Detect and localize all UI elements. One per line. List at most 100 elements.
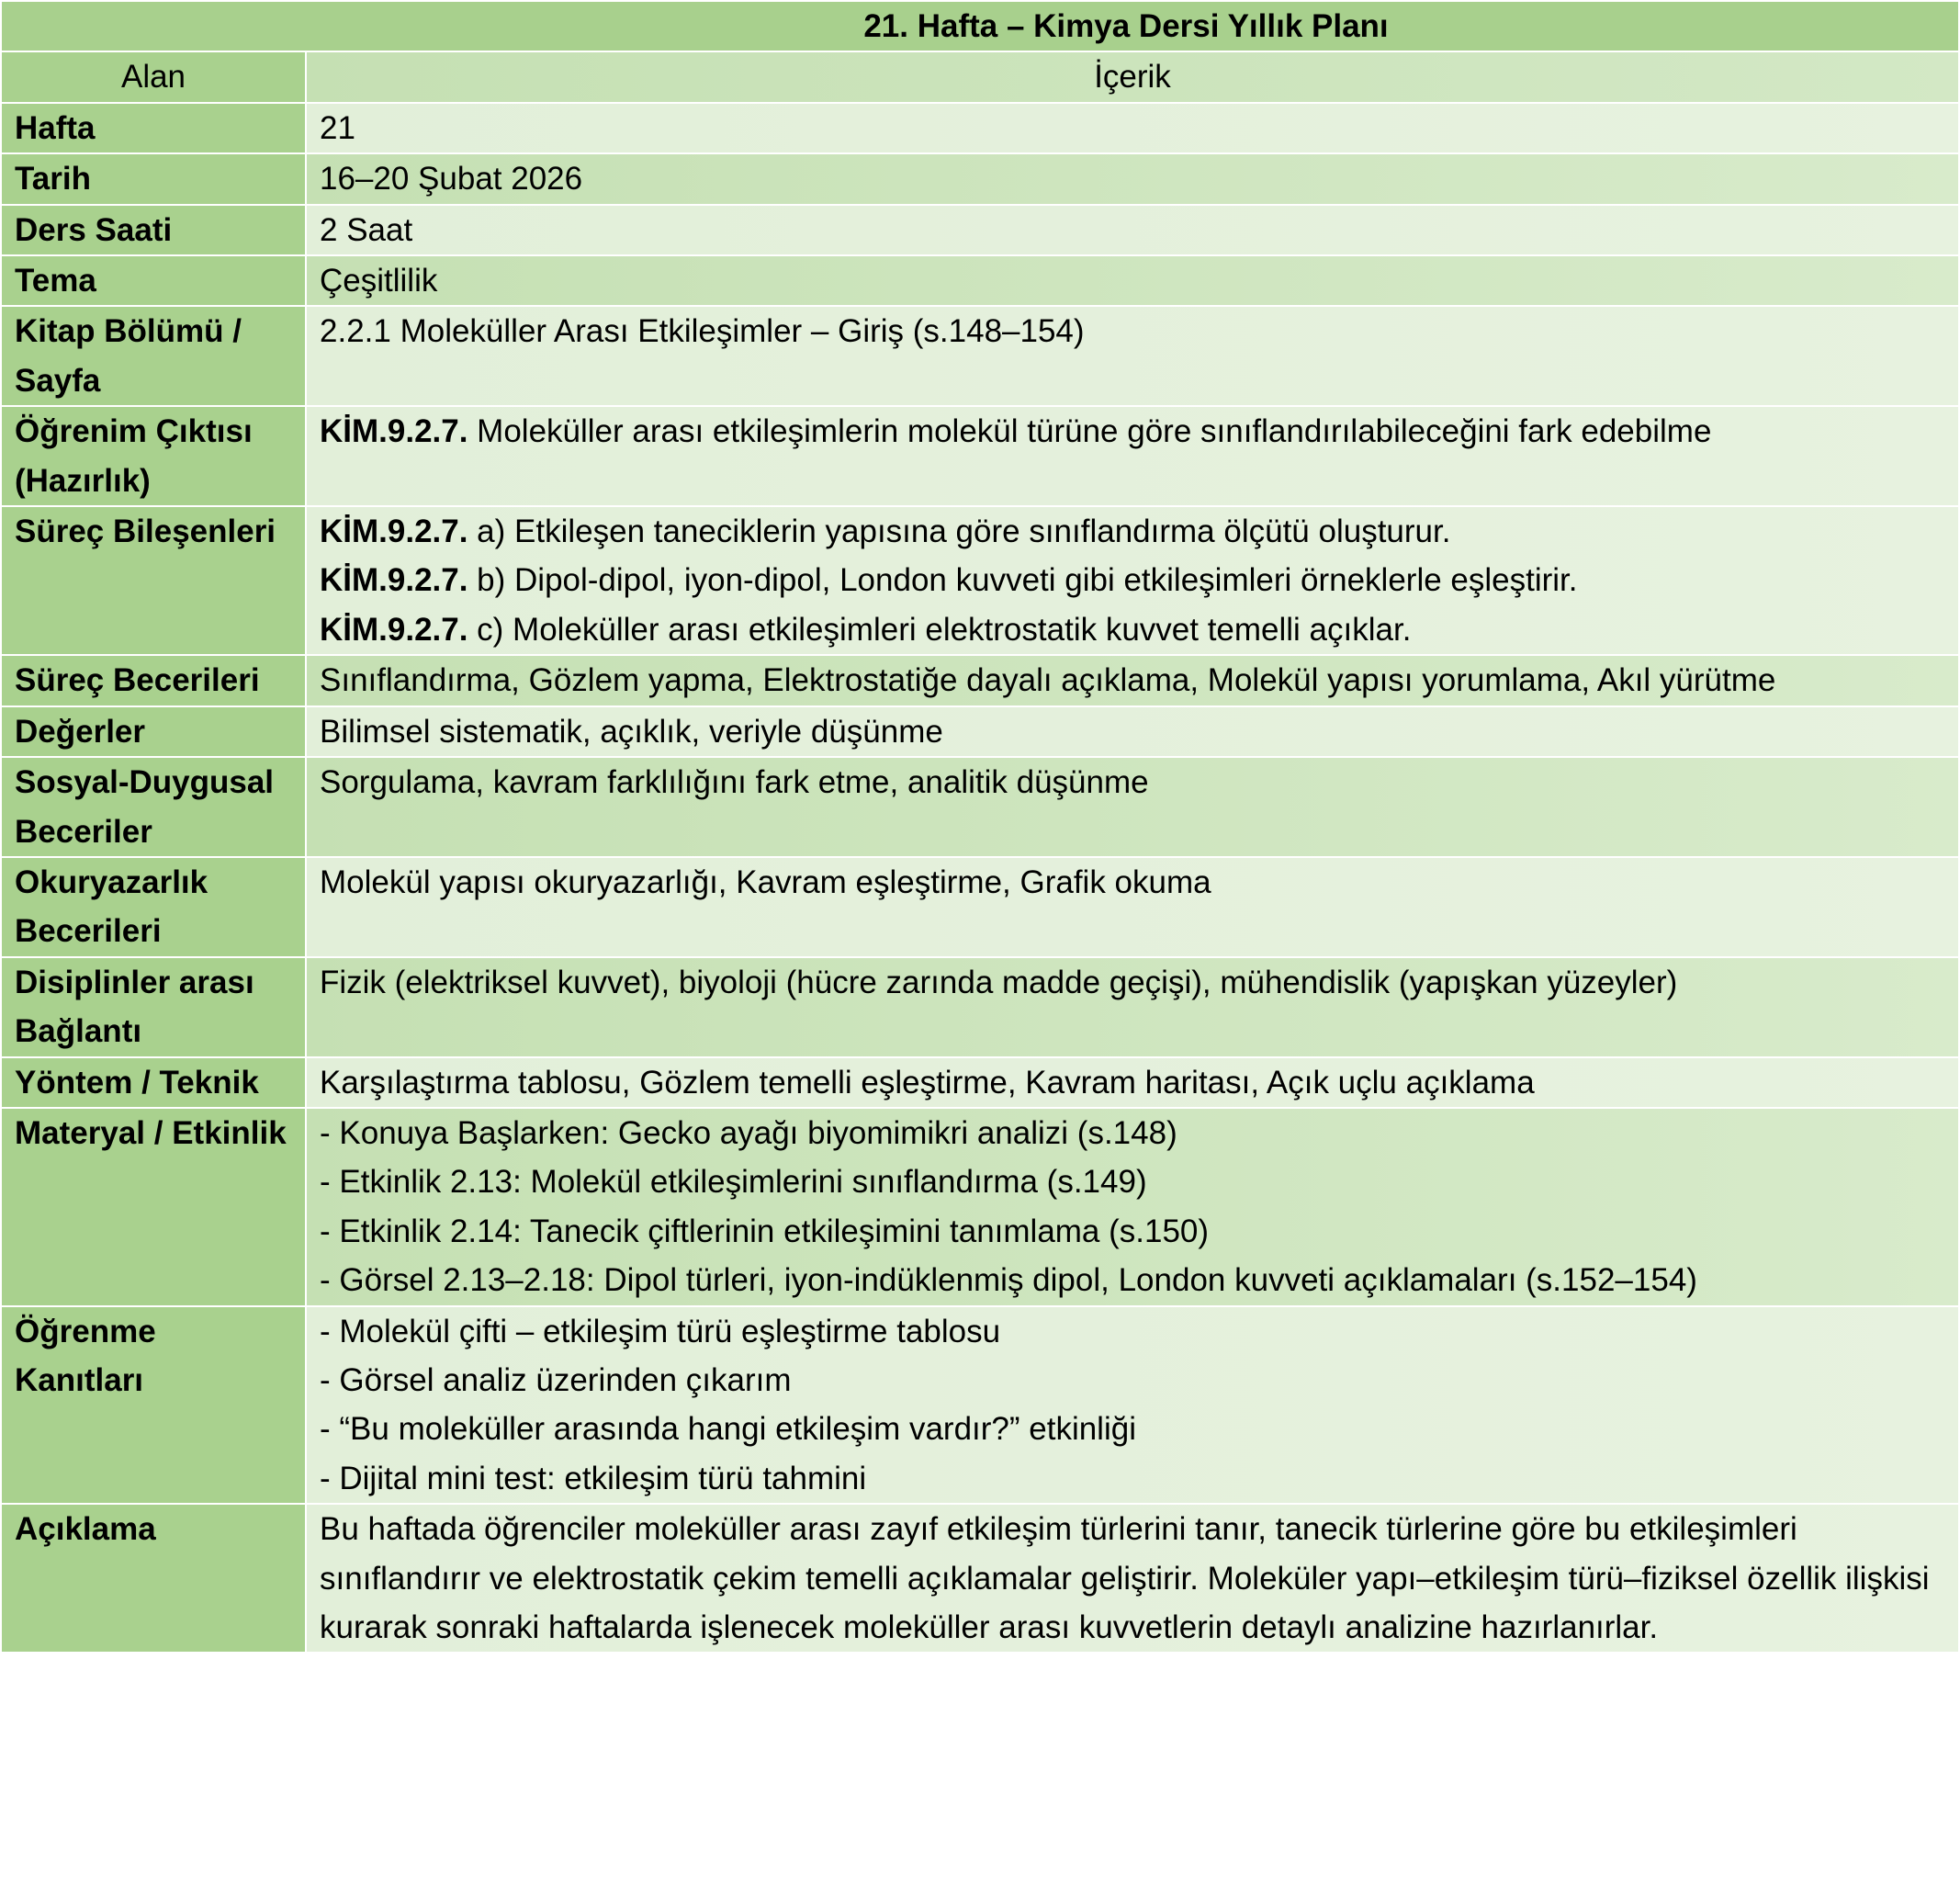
row-content: KİM.9.2.7. a) Etkileşen taneciklerin yap…	[305, 505, 1960, 657]
table-row: Değerler Bilimsel sistematik, açıklık, ve…	[0, 705, 1960, 759]
content-text: - Görsel analiz üzerinden çıkarım	[320, 1361, 792, 1398]
content-line: - “Bu moleküller arasında hangi etkileşi…	[320, 1405, 1945, 1453]
content-text: 2.2.1 Moleküller Arası Etkileşimler – Gi…	[320, 313, 1085, 350]
row-label: Süreç Bileşenleri	[0, 505, 307, 657]
content-text: - Dijital mini test: etkileşim türü tahm…	[320, 1460, 867, 1496]
content-line: KİM.9.2.7. Moleküller arası etkileşimler…	[320, 407, 1945, 456]
row-label: Kitap Bölümü / Sayfa	[0, 305, 307, 408]
content-line: Çeşitlilik	[320, 256, 1945, 305]
content-line: 2.2.1 Moleküller Arası Etkileşimler – Gi…	[320, 307, 1945, 356]
row-content: Karşılaştırma tablosu, Gözlem temelli eş…	[305, 1055, 1960, 1109]
table-row: Süreç Bileşenleri KİM.9.2.7. a) Etkileşen…	[0, 505, 1960, 657]
outcome-code: KİM.9.2.7.	[320, 562, 468, 599]
content-text: - Molekül çifti – etkileşim türü eşleşti…	[320, 1313, 1001, 1349]
outcome-code: KİM.9.2.7.	[320, 514, 468, 550]
row-content: 21	[305, 101, 1960, 155]
column-header-icerik: İçerik	[305, 51, 1960, 104]
content-line: 2 Saat	[320, 206, 1945, 254]
content-text: 2 Saat	[320, 211, 413, 248]
content-text: Bu haftada öğrenciler moleküller arası z…	[320, 1511, 1930, 1645]
content-line: KİM.9.2.7. a) Etkileşen taneciklerin yap…	[320, 507, 1945, 556]
row-label: Öğrenim Çıktısı (Hazırlık)	[0, 405, 307, 508]
content-line: Bu haftada öğrenciler moleküller arası z…	[320, 1505, 1945, 1652]
table-row: Materyal / Etkinlik - Konuya Başlarken: G…	[0, 1106, 1960, 1307]
content-line: - Molekül çifti – etkileşim türü eşleşti…	[320, 1307, 1945, 1356]
row-label: Öğrenme Kanıtları	[0, 1304, 307, 1506]
content-text: - “Bu moleküller arasında hangi etkileşi…	[320, 1411, 1136, 1448]
content-text: Sorgulama, kavram farklılığını fark etme…	[320, 764, 1149, 801]
row-content: KİM.9.2.7. Moleküller arası etkileşimler…	[305, 405, 1960, 508]
content-text: - Etkinlik 2.14: Tanecik çiftlerinin etk…	[320, 1213, 1210, 1249]
table-row: Hafta 21	[0, 101, 1960, 155]
content-line: - Dijital mini test: etkileşim türü tahm…	[320, 1454, 1945, 1503]
content-line: Fizik (elektriksel kuvvet), biyoloji (hü…	[320, 958, 1945, 1007]
content-line: KİM.9.2.7. b) Dipol-dipol, iyon-dipol, L…	[320, 556, 1945, 604]
table-row: Süreç Becerileri Sınıflandırma, Gözlem ya…	[0, 654, 1960, 707]
row-label: Ders Saati	[0, 203, 307, 257]
table-row: Öğrenim Çıktısı (Hazırlık) KİM.9.2.7. Mol…	[0, 405, 1960, 508]
row-label: Süreç Becerileri	[0, 654, 307, 707]
row-content: - Molekül çifti – etkileşim türü eşleşti…	[305, 1304, 1960, 1506]
row-content: 2.2.1 Moleküller Arası Etkileşimler – Gi…	[305, 305, 1960, 408]
row-content: 2 Saat	[305, 203, 1960, 257]
content-text: Bilimsel sistematik, açıklık, veriyle dü…	[320, 713, 943, 750]
table-row: Okuryazarlık Becerileri Molekül yapısı ok…	[0, 855, 1960, 958]
outcome-code: KİM.9.2.7.	[320, 413, 468, 450]
content-text: a) Etkileşen taneciklerin yapısına göre …	[467, 514, 1451, 550]
row-label: Disiplinler arası Bağlantı	[0, 955, 307, 1058]
row-content: 16–20 Şubat 2026	[305, 152, 1960, 206]
table-row: Tema Çeşitlilik	[0, 254, 1960, 308]
content-line: 16–20 Şubat 2026	[320, 154, 1945, 203]
content-text: b) Dipol-dipol, iyon-dipol, London kuvve…	[467, 562, 1578, 599]
page-title: 21. Hafta – Kimya Dersi Yıllık Planı	[0, 0, 1960, 53]
content-text: Molekül yapısı okuryazarlığı, Kavram eşl…	[320, 863, 1211, 900]
table-row: Öğrenme Kanıtları - Molekül çifti – etkil…	[0, 1304, 1960, 1506]
content-text: - Etkinlik 2.13: Molekül etkileşimlerini…	[320, 1164, 1147, 1201]
content-line: - Görsel analiz üzerinden çıkarım	[320, 1356, 1945, 1405]
row-content: Molekül yapısı okuryazarlığı, Kavram eşl…	[305, 855, 1960, 958]
table-row: Sosyal-Duygusal Beceriler Sorgulama, kavr…	[0, 756, 1960, 858]
table-row: Kitap Bölümü / Sayfa 2.2.1 Moleküller Ara…	[0, 305, 1960, 408]
content-text: Çeşitlilik	[320, 263, 438, 299]
table-row: Açıklama Bu haftada öğrenciler moleküller…	[0, 1503, 1960, 1654]
row-content: - Konuya Başlarken: Gecko ayağı biyomimi…	[305, 1106, 1960, 1307]
content-line: KİM.9.2.7. c) Moleküller arası etkileşim…	[320, 605, 1945, 654]
row-label: Tema	[0, 254, 307, 308]
row-content: Bu haftada öğrenciler moleküller arası z…	[305, 1503, 1960, 1654]
content-text: Karşılaştırma tablosu, Gözlem temelli eş…	[320, 1064, 1535, 1101]
row-label: Tarih	[0, 152, 307, 206]
column-header-alan: Alan	[0, 51, 307, 104]
title-row: 21. Hafta – Kimya Dersi Yıllık Planı	[0, 0, 1960, 53]
content-text: 21	[320, 109, 355, 146]
content-line: Karşılaştırma tablosu, Gözlem temelli eş…	[320, 1058, 1945, 1107]
content-text: Moleküller arası etkileşimlerin molekül …	[467, 413, 1712, 450]
content-line: Sınıflandırma, Gözlem yapma, Elektrostat…	[320, 656, 1945, 705]
table-row: Tarih 16–20 Şubat 2026	[0, 152, 1960, 206]
row-label: Yöntem / Teknik	[0, 1055, 307, 1109]
row-content: Sorgulama, kavram farklılığını fark etme…	[305, 756, 1960, 858]
content-line: Sorgulama, kavram farklılığını fark etme…	[320, 758, 1945, 807]
content-line: Molekül yapısı okuryazarlığı, Kavram eşl…	[320, 858, 1945, 907]
content-line: - Görsel 2.13–2.18: Dipol türleri, iyon-…	[320, 1256, 1945, 1304]
table-row: Disiplinler arası Bağlantı Fizik (elektri…	[0, 955, 1960, 1058]
content-line: - Konuya Başlarken: Gecko ayağı biyomimi…	[320, 1109, 1945, 1157]
header-row: Alan İçerik	[0, 51, 1960, 104]
row-label: Okuryazarlık Becerileri	[0, 855, 307, 958]
content-text: - Görsel 2.13–2.18: Dipol türleri, iyon-…	[320, 1262, 1697, 1299]
content-line: - Etkinlik 2.14: Tanecik çiftlerinin etk…	[320, 1207, 1945, 1256]
row-label: Sosyal-Duygusal Beceriler	[0, 756, 307, 858]
table-row: Yöntem / Teknik Karşılaştırma tablosu, Gö…	[0, 1055, 1960, 1109]
content-text: Fizik (elektriksel kuvvet), biyoloji (hü…	[320, 964, 1678, 1000]
row-label: Hafta	[0, 101, 307, 155]
row-content: Fizik (elektriksel kuvvet), biyoloji (hü…	[305, 955, 1960, 1058]
row-content: Bilimsel sistematik, açıklık, veriyle dü…	[305, 705, 1960, 759]
content-text: Sınıflandırma, Gözlem yapma, Elektrostat…	[320, 662, 1776, 699]
content-line: Bilimsel sistematik, açıklık, veriyle dü…	[320, 707, 1945, 756]
table-row: Ders Saati 2 Saat	[0, 203, 1960, 257]
weekly-plan-table: 21. Hafta – Kimya Dersi Yıllık Planı Ala…	[0, 0, 1960, 1654]
row-label: Açıklama	[0, 1503, 307, 1654]
content-line: 21	[320, 104, 1945, 152]
content-text: - Konuya Başlarken: Gecko ayağı biyomimi…	[320, 1114, 1177, 1151]
content-text: c) Moleküller arası etkileşimleri elektr…	[467, 611, 1412, 648]
content-text: 16–20 Şubat 2026	[320, 161, 583, 198]
